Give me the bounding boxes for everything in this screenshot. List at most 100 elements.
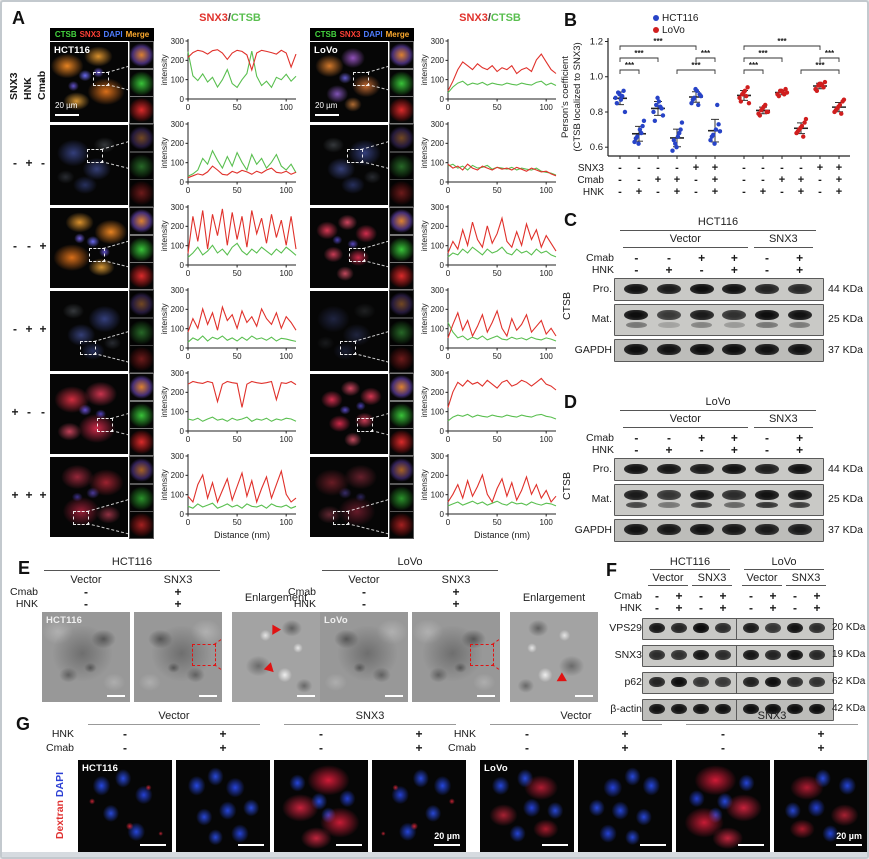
y-tick-label: 200 bbox=[431, 56, 445, 65]
a-condition-signs-row4: - + + bbox=[8, 323, 50, 335]
data-point bbox=[757, 113, 763, 118]
b-condition-sign: - bbox=[618, 174, 622, 186]
membrane-mat bbox=[614, 304, 824, 336]
b-condition-sign: + bbox=[817, 162, 823, 174]
g-treatment-sign: - bbox=[319, 741, 323, 755]
f-group-label-snx3: SNX3 bbox=[697, 572, 727, 584]
data-point bbox=[716, 122, 721, 127]
em-group-label-snx3: SNX3 bbox=[163, 574, 193, 586]
b-condition-sign: + bbox=[655, 174, 661, 186]
ctsb-trace bbox=[447, 500, 557, 507]
f-treatment-sign: + bbox=[675, 589, 683, 603]
em-image-hct116-snx3 bbox=[134, 612, 222, 702]
blot-band bbox=[764, 704, 782, 714]
f-treatment-sign: + bbox=[719, 601, 727, 615]
x-tick-label: 0 bbox=[446, 518, 451, 527]
legend-label-lovo: LoVo bbox=[662, 25, 685, 36]
b-condition-sign: - bbox=[742, 186, 746, 198]
data-point bbox=[820, 83, 825, 88]
blot-band bbox=[808, 677, 826, 687]
treatment-sign: + bbox=[730, 251, 738, 265]
blot-band bbox=[787, 344, 812, 355]
b-condition-sign: - bbox=[656, 186, 660, 198]
g-scale-bar-label: 20 µm bbox=[836, 831, 862, 841]
y-tick-label: 300 bbox=[171, 37, 185, 46]
em-image-hct116-vector: HCT116 bbox=[42, 612, 130, 702]
condition-sign: - bbox=[27, 239, 31, 253]
em-treatment-label-hnk: HNK bbox=[15, 598, 38, 610]
data-point bbox=[652, 118, 658, 123]
f-group-underline bbox=[648, 585, 688, 586]
crop-image-ctsb bbox=[389, 151, 414, 180]
em-treatment-label-hnk: HNK bbox=[293, 598, 316, 610]
y-tick-label: 100 bbox=[171, 490, 185, 499]
inset-dashed-box bbox=[352, 72, 369, 87]
ctsb-trace bbox=[187, 50, 297, 89]
blot-band bbox=[714, 623, 732, 633]
blot-band bbox=[689, 524, 714, 535]
f-group-label-snx3: SNX3 bbox=[791, 572, 821, 584]
b-condition-row-label-snx3: SNX3 bbox=[578, 163, 605, 174]
sig-stars: *** bbox=[701, 49, 711, 58]
blot-band bbox=[764, 677, 782, 687]
plot-title-ctsb: CTSB bbox=[230, 12, 261, 24]
b-condition-sign: + bbox=[674, 186, 680, 198]
em-cell-line-label: LoVo bbox=[324, 615, 348, 626]
em-treatment-sign: - bbox=[362, 597, 366, 611]
blot-band bbox=[624, 344, 649, 355]
crop-image-merge bbox=[389, 456, 414, 484]
blot-band bbox=[714, 677, 732, 687]
channel-label-snx3: SNX3 bbox=[339, 30, 361, 39]
blot-sub-band bbox=[788, 502, 811, 508]
sig-stars: *** bbox=[815, 61, 825, 70]
f-treatment-sign: - bbox=[793, 589, 797, 603]
blot-band bbox=[808, 650, 826, 660]
g-scale-bar bbox=[140, 843, 166, 846]
crop-image-merge bbox=[389, 124, 414, 152]
b-condition-sign: + bbox=[836, 174, 842, 186]
y-tick-label: 300 bbox=[431, 286, 445, 295]
a-condition-label-cmab: Cmab bbox=[36, 70, 48, 100]
blot-band bbox=[648, 650, 666, 660]
blot-band bbox=[754, 310, 780, 320]
data-point bbox=[675, 134, 681, 139]
membrane-mat bbox=[614, 484, 824, 516]
y-tick-label: 100 bbox=[431, 75, 445, 84]
a-condition-label-snx3: SNX3 bbox=[8, 72, 20, 100]
crop-image-merge bbox=[129, 124, 154, 152]
data-point bbox=[801, 134, 806, 139]
blot-row-label: Mat. bbox=[591, 493, 612, 505]
crop-image-ctsb bbox=[389, 400, 414, 429]
fluorescence-blobs bbox=[676, 760, 770, 852]
em-treatment-sign: + bbox=[174, 597, 182, 611]
blot-band bbox=[648, 623, 666, 633]
g-group-underline bbox=[88, 724, 260, 725]
g-cell-line-label: HCT116 bbox=[82, 763, 119, 774]
b-condition-sign: - bbox=[637, 174, 641, 186]
em-scale-bar bbox=[107, 695, 125, 697]
blot-band bbox=[742, 623, 760, 633]
x-tick-label: 0 bbox=[446, 103, 451, 112]
data-point bbox=[660, 113, 666, 118]
plot-title-snx3: SNX3 bbox=[459, 12, 488, 24]
panel-a-colocalization: SNX3 HNK Cmab - - - - + - - - + - + + + - - + + + CTSB SNX3 DAP… bbox=[6, 6, 562, 554]
legend-dot-lovo bbox=[653, 27, 659, 33]
x-tick-label: 50 bbox=[493, 435, 502, 444]
ctsb-trace bbox=[187, 149, 297, 177]
blot-band bbox=[754, 524, 780, 535]
sig-bracket bbox=[619, 57, 659, 62]
a-condition-label-hnk: HNK bbox=[22, 77, 34, 100]
x-tick-label: 0 bbox=[186, 518, 191, 527]
y-tick-label: 300 bbox=[171, 203, 185, 212]
blot-band bbox=[722, 310, 747, 320]
em-cellline-title: LoVo bbox=[397, 556, 423, 568]
g-treatment-label-hnk: HNK bbox=[453, 728, 476, 740]
data-point bbox=[802, 120, 807, 125]
f-treatment-sign: - bbox=[749, 589, 753, 603]
crop-image-merge bbox=[129, 41, 154, 69]
data-point bbox=[737, 95, 742, 101]
blot-sub-band bbox=[723, 322, 746, 328]
